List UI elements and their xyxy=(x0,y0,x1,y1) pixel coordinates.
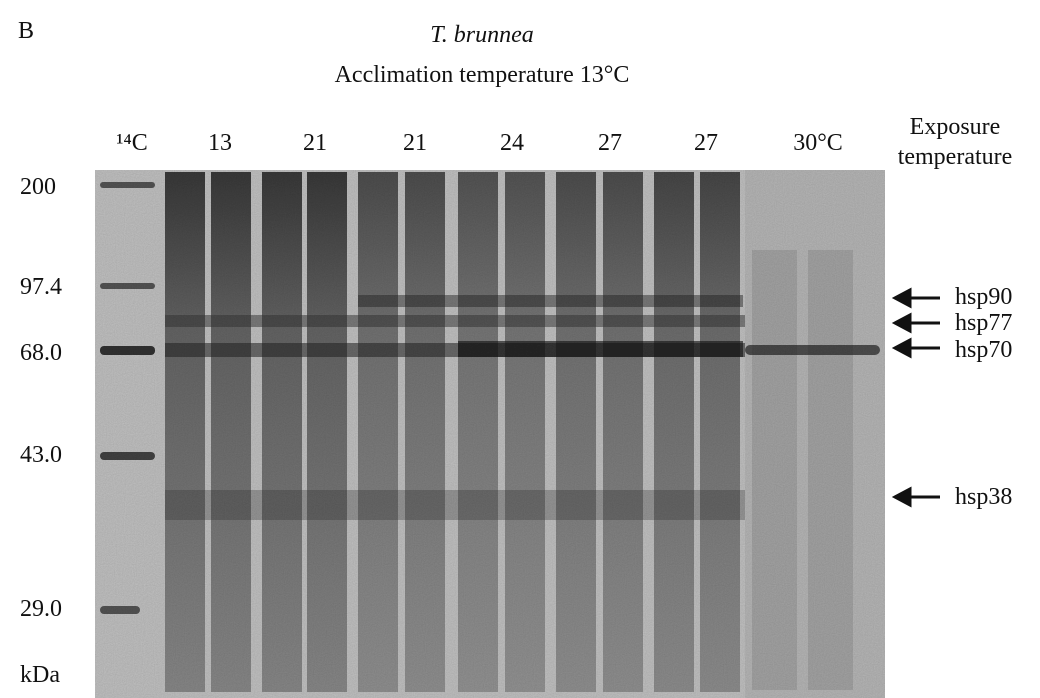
band-arrows xyxy=(891,287,940,508)
lane-label: 21 xyxy=(303,130,327,156)
marker-label: 200 xyxy=(20,174,56,200)
marker-label: 97.4 xyxy=(20,274,62,300)
lane-label: 21 xyxy=(403,130,427,156)
band-label: hsp70 xyxy=(955,337,1013,363)
title: T. brunnea xyxy=(430,22,534,48)
band-label: hsp90 xyxy=(955,284,1013,310)
gel xyxy=(95,170,885,698)
band-label: hsp77 xyxy=(955,310,1013,336)
lane-label: 27 xyxy=(598,130,622,156)
unit-label: kDa xyxy=(20,662,60,688)
exposure-label: Exposure temperature xyxy=(897,114,1013,170)
lane-label: ¹⁴C xyxy=(116,130,148,156)
lane-label: 24 xyxy=(500,130,524,156)
marker-label: 29.0 xyxy=(20,596,62,622)
marker-label: 68.0 xyxy=(20,340,62,366)
panel-label: B xyxy=(18,18,35,44)
band-label: hsp38 xyxy=(955,484,1013,510)
lane-label: 13 xyxy=(208,130,232,156)
lane-label: 30°C xyxy=(793,130,843,156)
lane-label: 27 xyxy=(694,130,718,156)
marker-label: 43.0 xyxy=(20,442,62,468)
subtitle: Acclimation temperature 13°C xyxy=(334,62,630,88)
